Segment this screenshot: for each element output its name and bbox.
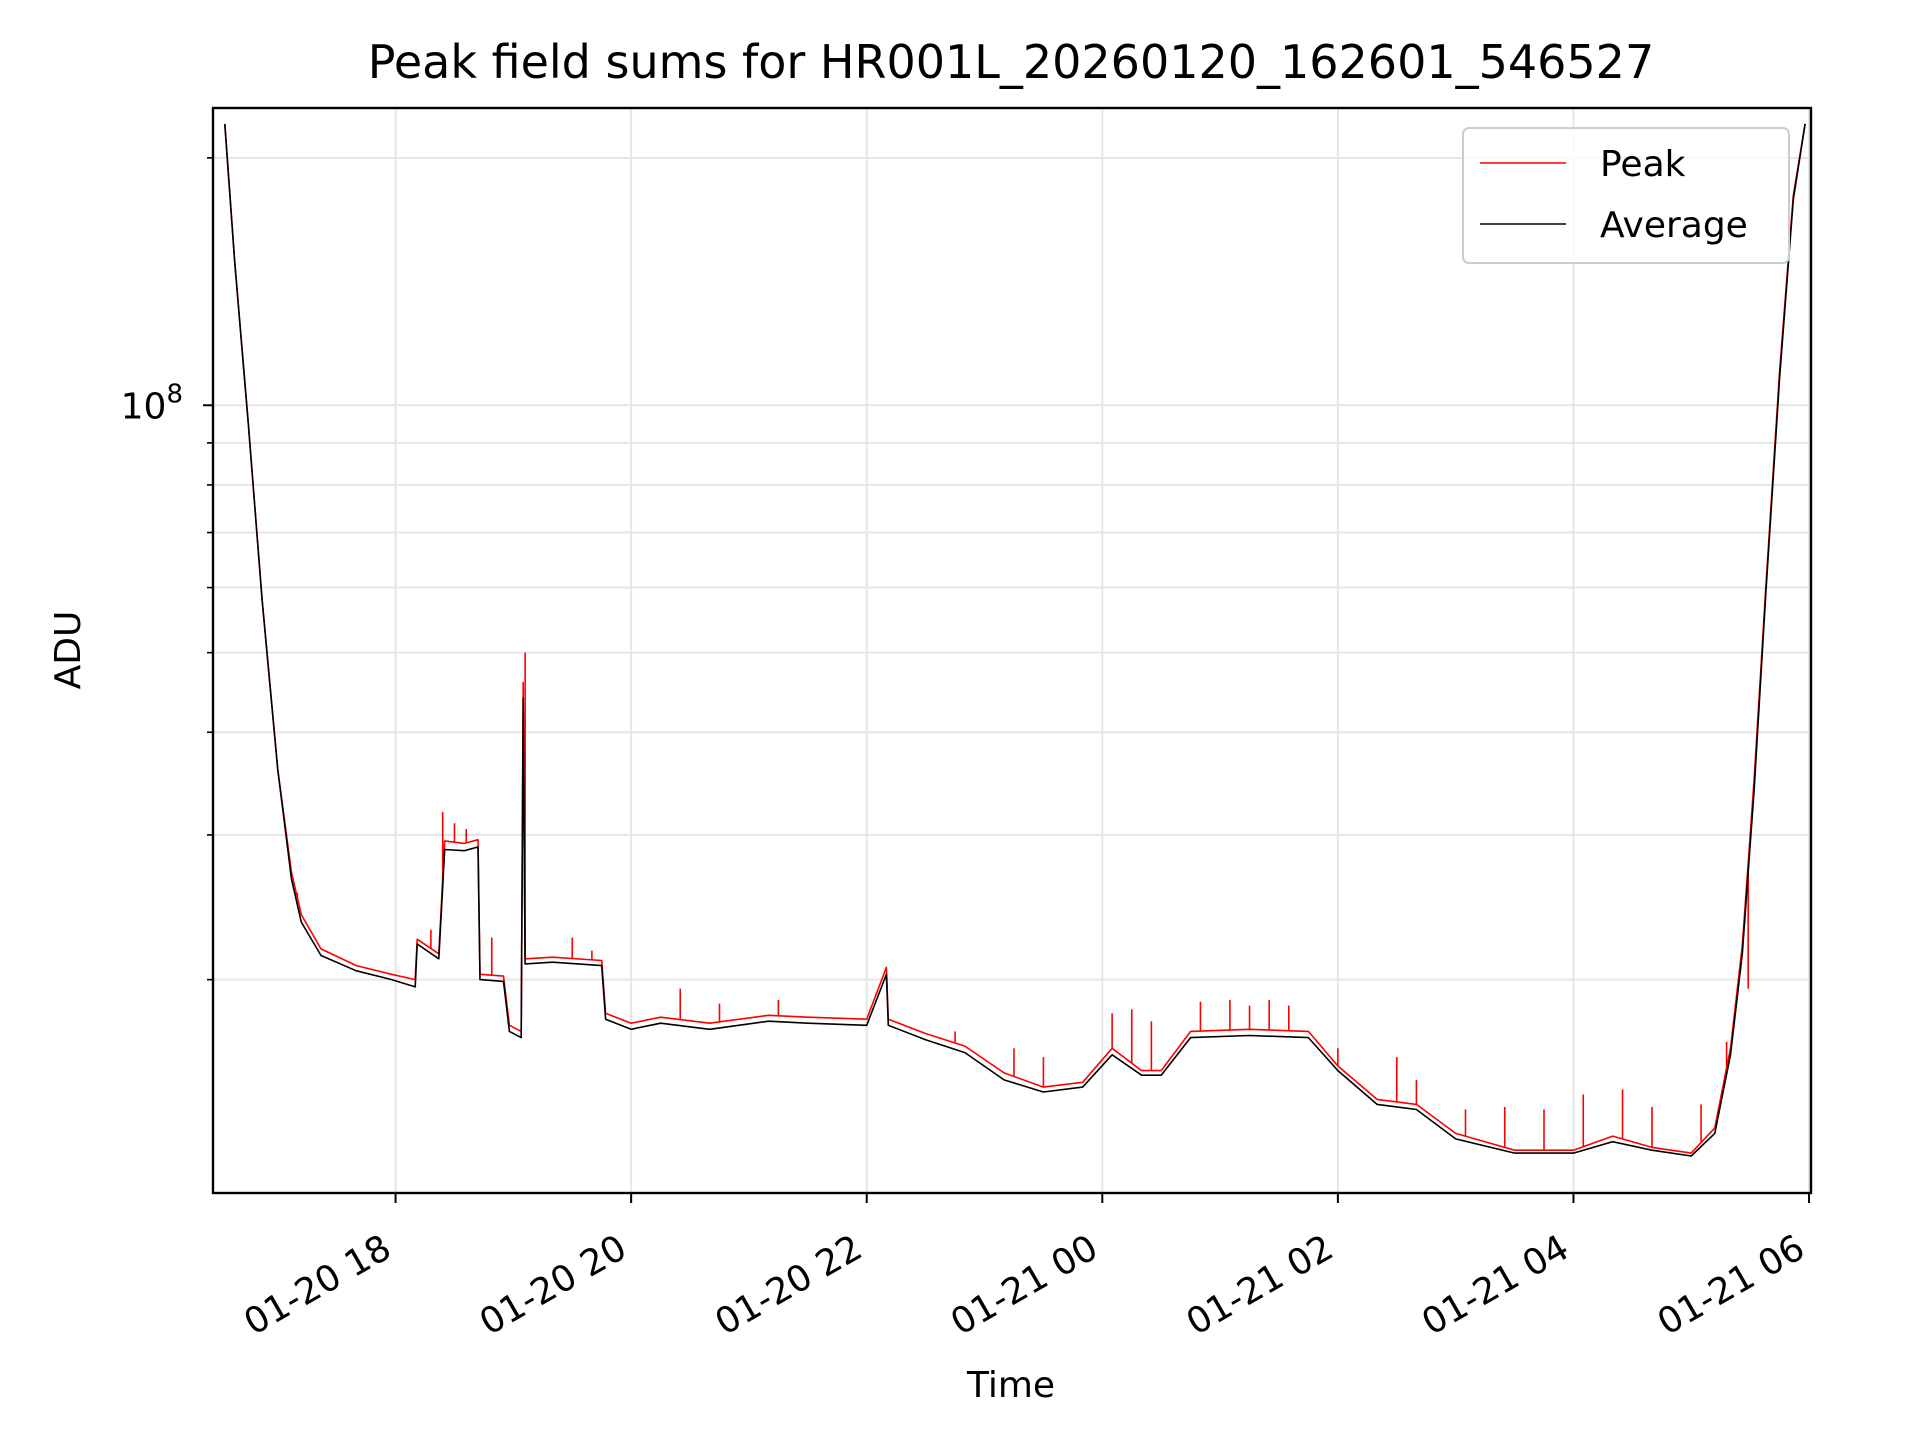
x-tick-label: 01-21 04 xyxy=(1415,1227,1576,1343)
average-series-line xyxy=(224,123,1806,1157)
legend-box xyxy=(1462,127,1790,264)
x-axis: 01-20 18 01-20 20 01-20 22 01-21 00 01-21 02… xyxy=(237,1193,1812,1344)
x-tick-label: 01-20 22 xyxy=(709,1227,870,1343)
x-tick-label: 01-21 06 xyxy=(1651,1227,1812,1343)
x-axis-label: Time xyxy=(966,1365,1055,1406)
y-axis: 108 xyxy=(121,157,213,981)
legend-peak-label: Peak xyxy=(1600,144,1686,185)
legend: Peak Average xyxy=(1462,127,1790,264)
x-tick-label: 01-21 00 xyxy=(944,1227,1105,1343)
peak-series-line xyxy=(224,123,1806,1154)
x-tick-label: 01-20 20 xyxy=(473,1227,634,1343)
legend-average-label: Average xyxy=(1600,205,1748,246)
y-tick-label: 108 xyxy=(121,379,183,427)
plot-area-frame xyxy=(211,106,1813,1195)
series-lines xyxy=(224,123,1806,1157)
x-tick-label: 01-21 02 xyxy=(1180,1227,1341,1343)
y-axis-label: ADU xyxy=(48,611,89,690)
chart-title: Peak field sums for HR001L_20260120_1626… xyxy=(368,35,1654,89)
x-tick-label: 01-20 18 xyxy=(237,1227,398,1343)
grid-lines xyxy=(213,108,1811,1193)
